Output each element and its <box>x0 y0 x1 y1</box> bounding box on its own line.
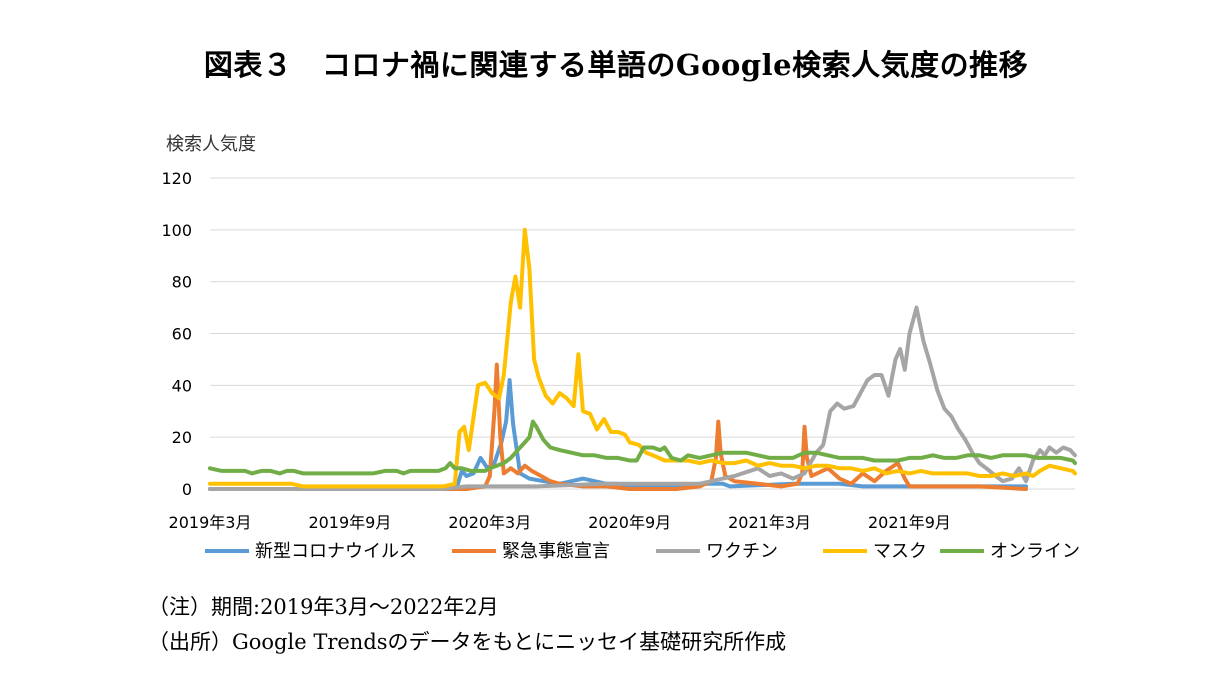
y-axis-ticks: 0 20 40 60 80 100 120 <box>161 169 192 499</box>
y-tick-label: 40 <box>172 376 192 395</box>
source-note: （出所）Google Trendsのデータをもとにニッセイ基礎研究所作成 <box>148 630 787 654</box>
legend-label: 緊急事態宣言 <box>502 541 610 562</box>
series-line-新型コロナウイルス <box>208 378 1028 491</box>
period-note: （注）期間:2019年3月～2022年2月 <box>148 595 499 619</box>
legend-label: オンライン <box>990 541 1080 562</box>
x-tick-label: 2019年3月 <box>169 513 252 532</box>
x-tick-label: 2020年9月 <box>588 513 671 532</box>
series-lines <box>208 227 1077 491</box>
x-tick-label: 2021年3月 <box>728 513 811 532</box>
y-tick-label: 120 <box>161 169 192 188</box>
gridlines <box>210 177 1075 490</box>
x-axis-ticks: 2019年3月 2019年9月 2020年3月 2020年9月 2021年3月 2021年… <box>169 513 951 532</box>
x-tick-label: 2020年3月 <box>448 513 531 532</box>
series-line-ワクチン <box>208 305 1077 491</box>
series-line-オンライン <box>208 419 1077 476</box>
y-axis-label: 検索人気度 <box>166 134 256 155</box>
legend-label: マスク <box>873 541 927 562</box>
y-tick-label: 60 <box>172 325 192 344</box>
legend-label: ワクチン <box>706 541 778 562</box>
y-tick-label: 20 <box>172 428 192 447</box>
series-line-緊急事態宣言 <box>208 362 1028 491</box>
x-tick-label: 2019年9月 <box>308 513 391 532</box>
figure-title: 図表３ コロナ禍に関連する単語のGoogle検索人気度の推移 <box>203 48 1029 82</box>
legend-label: 新型コロナウイルス <box>255 541 417 562</box>
x-tick-label: 2021年9月 <box>868 513 951 532</box>
series-line-マスク <box>208 227 1077 489</box>
y-tick-label: 100 <box>161 221 192 240</box>
y-tick-label: 80 <box>172 273 192 292</box>
y-tick-label: 0 <box>182 480 192 499</box>
legend: 新型コロナウイルス 緊急事態宣言 ワクチン マスク オンライン <box>205 541 1080 562</box>
